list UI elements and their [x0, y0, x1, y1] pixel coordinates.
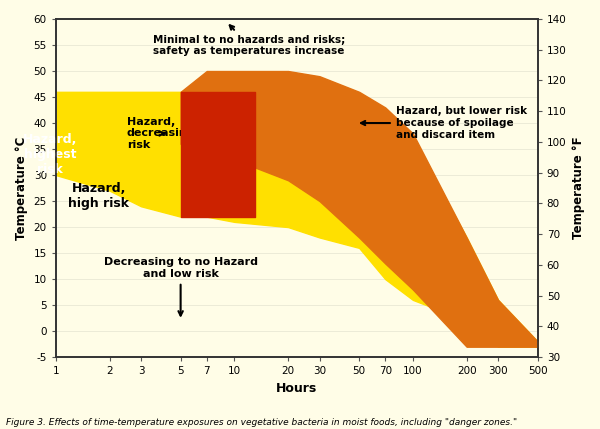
- Text: Minimal to no hazards and risks;
safety as temperatures increase: Minimal to no hazards and risks; safety …: [153, 25, 345, 56]
- Text: Figure 3. Effects of time-temperature exposures on vegetative bacteria in moist : Figure 3. Effects of time-temperature ex…: [6, 418, 517, 427]
- Text: Hazard,
high risk: Hazard, high risk: [68, 182, 129, 210]
- Text: Hazard,
highest
risk: Hazard, highest risk: [23, 133, 77, 176]
- X-axis label: Hours: Hours: [276, 382, 317, 395]
- Text: Hazard,
decreasing
risk: Hazard, decreasing risk: [127, 117, 196, 150]
- Text: Hazard, but lower risk
because of spoilage
and discard item: Hazard, but lower risk because of spoila…: [361, 106, 527, 139]
- Y-axis label: Temperature °C: Temperature °C: [15, 136, 28, 240]
- Text: Decreasing to no Hazard
and low risk: Decreasing to no Hazard and low risk: [104, 257, 257, 316]
- Y-axis label: Temperature °F: Temperature °F: [572, 137, 585, 239]
